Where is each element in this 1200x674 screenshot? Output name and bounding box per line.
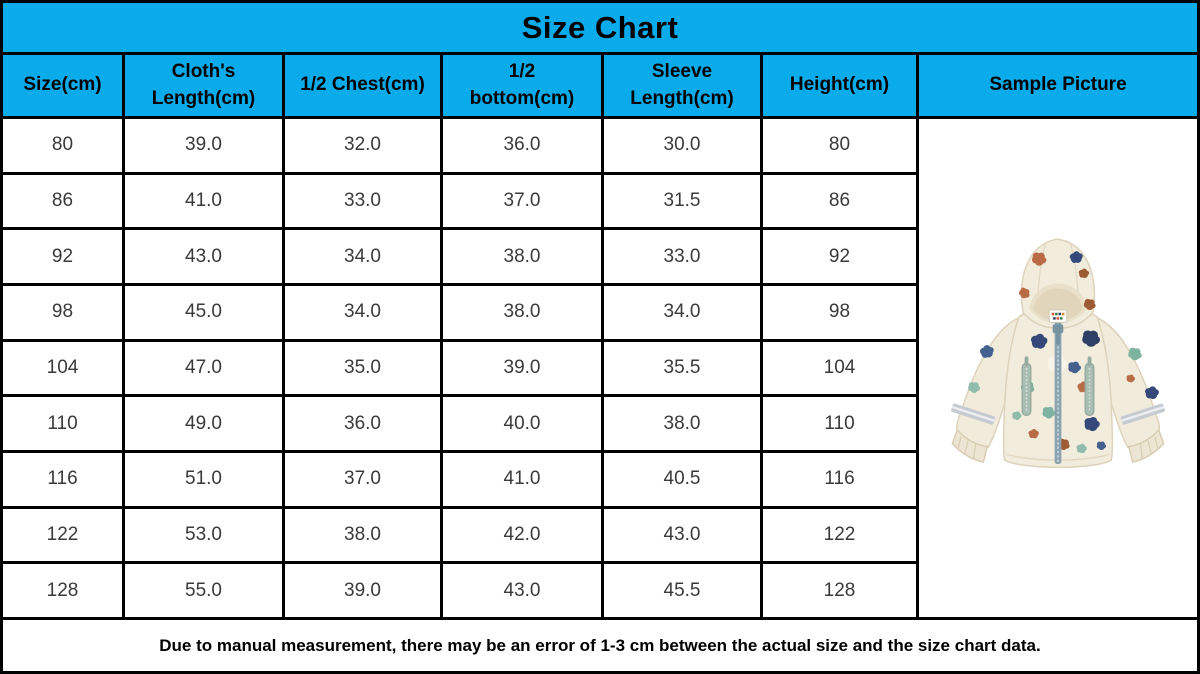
- table-cell: 98: [760, 282, 919, 342]
- table-cell: 43.0: [122, 227, 285, 286]
- table-cell: 35.5: [601, 338, 763, 398]
- title-row: Size Chart: [0, 0, 1200, 55]
- table-cell: 110: [760, 394, 919, 453]
- table-cell: 49.0: [122, 394, 285, 453]
- table-cell: 32.0: [282, 116, 443, 175]
- size-table-body: 80 39.0 32.0 36.0 30.0 80: [0, 116, 1200, 620]
- table-cell: 43.0: [601, 505, 763, 565]
- table-cell: 41.0: [122, 171, 285, 231]
- table-row: 116 51.0 37.0 41.0 40.5 116: [0, 449, 1199, 509]
- table-row: 122 53.0 38.0 42.0 43.0 122: [0, 505, 1199, 565]
- table-cell: 43.0: [440, 561, 604, 620]
- table-cell: 36.0: [440, 116, 604, 175]
- table-cell: 37.0: [440, 171, 604, 231]
- sample-picture-wrap: [925, 119, 1191, 617]
- sample-picture-cell: [916, 116, 1200, 620]
- table-cell: 104: [760, 338, 919, 398]
- column-header: Cloth's Length(cm): [122, 52, 285, 119]
- table-row: 98 45.0 34.0 38.0 34.0 98: [0, 282, 1199, 342]
- table-cell: 38.0: [282, 505, 443, 565]
- table-cell: 80: [760, 116, 919, 175]
- table-row: 80 39.0 32.0 36.0 30.0 80: [0, 116, 1200, 620]
- table-cell: 40.0: [440, 394, 604, 453]
- table-cell: 34.0: [282, 227, 443, 286]
- table-cell: 35.0: [282, 338, 443, 398]
- table-cell: 38.0: [601, 394, 763, 453]
- table-cell: 53.0: [122, 505, 285, 565]
- column-header: Size(cm): [0, 52, 125, 119]
- table-cell: 51.0: [122, 449, 285, 509]
- table-row: 128 55.0 39.0 43.0 45.5 128: [0, 561, 1199, 620]
- table-row: 104 47.0 35.0 39.0 35.5 104: [0, 338, 1199, 398]
- header-row: Size(cm) Cloth's Length(cm) 1/2 Chest(cm) 1…: [0, 52, 1200, 119]
- table-cell: 128: [760, 561, 919, 620]
- table-cell: 33.0: [601, 227, 763, 286]
- table-cell: 31.5: [601, 171, 763, 231]
- table-cell: 38.0: [440, 227, 604, 286]
- measurement-disclaimer: Due to manual measurement, there may be …: [0, 617, 1200, 674]
- table-cell: 128: [0, 561, 125, 620]
- table-cell: 42.0: [440, 505, 604, 565]
- table-cell: 37.0: [282, 449, 443, 509]
- column-header: Sleeve Length(cm): [601, 52, 763, 119]
- table-cell: 34.0: [601, 282, 763, 342]
- table-cell: 33.0: [282, 171, 443, 231]
- column-header: Sample Picture: [916, 52, 1200, 119]
- table-cell: 92: [760, 227, 919, 286]
- table-cell: 80: [0, 116, 125, 175]
- table-cell: 86: [0, 171, 125, 231]
- column-header: 1/2 Chest(cm): [282, 52, 443, 119]
- table-row: 110 49.0 36.0 40.0 38.0 110: [0, 394, 1199, 453]
- page-title: Size Chart: [0, 0, 1200, 55]
- table-cell: 41.0: [440, 449, 604, 509]
- table-cell: 104: [0, 338, 125, 398]
- table-cell: 116: [0, 449, 125, 509]
- jacket-product-image: [951, 238, 1165, 469]
- column-header: Height(cm): [760, 52, 919, 119]
- table-cell: 39.0: [282, 561, 443, 620]
- table-cell: 39.0: [122, 116, 285, 175]
- table-cell: 34.0: [282, 282, 443, 342]
- table-cell: 122: [0, 505, 125, 565]
- table-cell: 47.0: [122, 338, 285, 398]
- column-header: 1/2 bottom(cm): [440, 52, 604, 119]
- table-cell: 122: [760, 505, 919, 565]
- table-cell: 36.0: [282, 394, 443, 453]
- table-cell: 30.0: [601, 116, 763, 175]
- table-cell: 116: [760, 449, 919, 509]
- table-cell: 55.0: [122, 561, 285, 620]
- table-cell: 39.0: [440, 338, 604, 398]
- table-cell: 40.5: [601, 449, 763, 509]
- table-cell: 45.5: [601, 561, 763, 620]
- table-cell: 45.0: [122, 282, 285, 342]
- table-cell: 92: [0, 227, 125, 286]
- table-cell: 98: [0, 282, 125, 342]
- table-row: 92 43.0 34.0 38.0 33.0 92: [0, 227, 1199, 286]
- table-cell: 38.0: [440, 282, 604, 342]
- table-cell: 110: [0, 394, 125, 453]
- footer-row: Due to manual measurement, there may be …: [0, 617, 1200, 674]
- table-cell: 86: [760, 171, 919, 231]
- table-row: 86 41.0 33.0 37.0 31.5 86: [0, 171, 1199, 231]
